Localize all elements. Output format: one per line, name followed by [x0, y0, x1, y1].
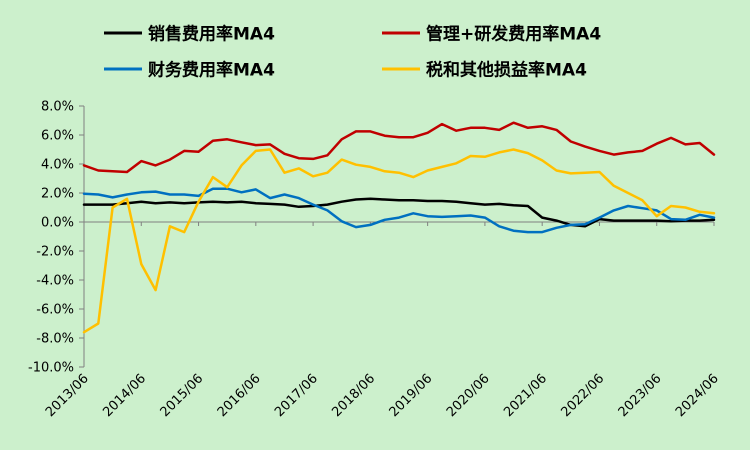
- x-tick-label: 2016/06: [215, 371, 264, 420]
- x-tick-label: 2017/06: [272, 371, 321, 420]
- y-tick-label: -4.0%: [36, 274, 74, 289]
- x-tick-label: 2023/06: [616, 371, 665, 420]
- series-line-2: [82, 187, 716, 234]
- series-line-1: [82, 121, 716, 174]
- x-axis-ticks: 2013/06 2014/06 2015/06 2016/06 2017/06 2018/…: [43, 222, 722, 420]
- series-line-0: [82, 197, 716, 228]
- x-tick-label: 2013/06: [43, 371, 92, 420]
- y-tick-label: 2.0%: [41, 187, 74, 202]
- legend-label: 税和其他损益率MA4: [426, 60, 587, 81]
- x-tick-label: 2024/06: [673, 371, 722, 420]
- x-tick-label: 2018/06: [329, 371, 378, 420]
- legend-label: 管理+研发费用率MA4: [426, 24, 601, 45]
- y-tick-label: -2.0%: [36, 245, 74, 260]
- y-tick-label: -6.0%: [36, 303, 74, 318]
- x-tick-label: 2014/06: [100, 371, 149, 420]
- y-tick-label: 4.0%: [41, 158, 74, 173]
- x-tick-label: 2019/06: [387, 371, 436, 420]
- plot-area: 8.0% 6.0% 4.0% 2.0% 0.0% -2.0% -4.0% -6.0% -8.0%…: [28, 100, 722, 421]
- series-lines: [82, 121, 716, 334]
- legend-label: 销售费用率MA4: [148, 24, 275, 45]
- x-tick-label: 2015/06: [158, 371, 207, 420]
- x-tick-label: 2020/06: [444, 371, 493, 420]
- x-tick-label: 2022/06: [558, 371, 607, 420]
- x-tick-label: 2021/06: [501, 371, 550, 420]
- y-tick-label: -10.0%: [28, 361, 74, 376]
- y-tick-label: 0.0%: [41, 216, 74, 231]
- y-axis-ticks: 8.0% 6.0% 4.0% 2.0% 0.0% -2.0% -4.0% -6.0% -8.0%…: [28, 100, 84, 376]
- legend: 销售费用率MA4 管理+研发费用率MA4 财务费用率MA4 税和其他损益率MA4: [104, 24, 601, 81]
- y-tick-label: -8.0%: [36, 332, 74, 347]
- y-tick-label: 6.0%: [41, 129, 74, 144]
- y-tick-label: 8.0%: [41, 100, 74, 115]
- legend-label: 财务费用率MA4: [147, 60, 275, 81]
- series-line-3: [82, 148, 716, 334]
